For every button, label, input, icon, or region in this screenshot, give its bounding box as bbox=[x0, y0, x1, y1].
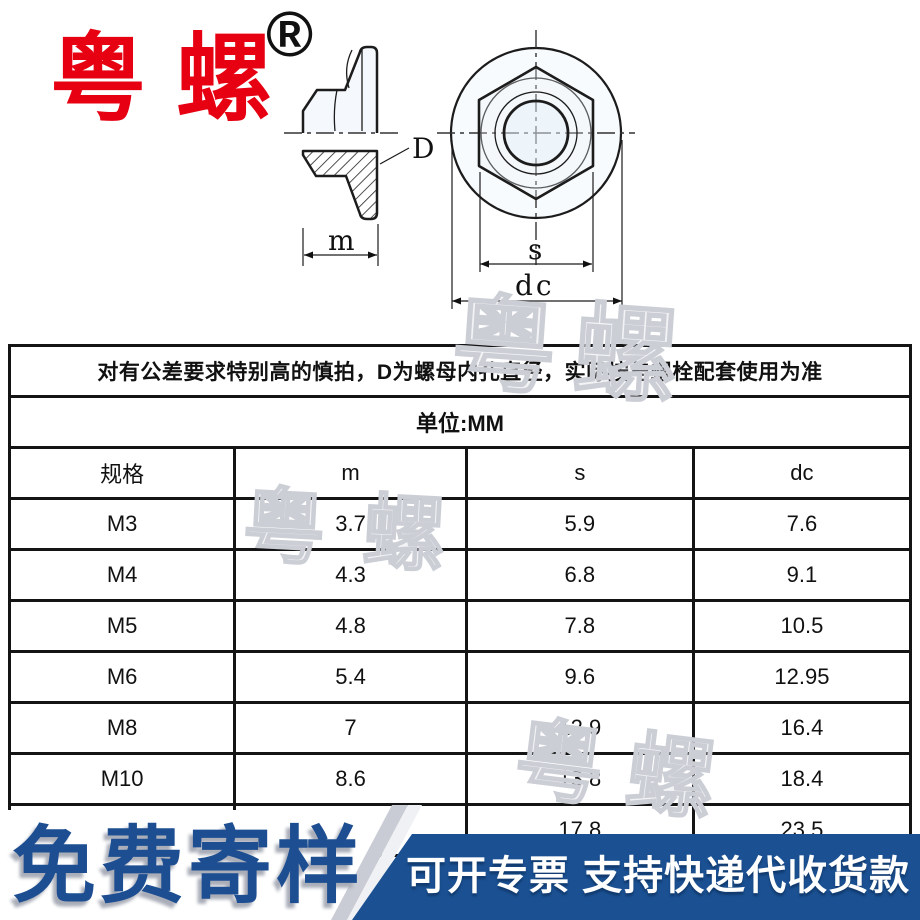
table-cell: M3 bbox=[7, 497, 237, 551]
spec-table-body: M3 3.7 5.9 7.6 M4 4.3 6.8 9.1 M5 4.8 7.8 10.5 M6 5.4 9… bbox=[7, 497, 913, 857]
table-cell: 7.6 bbox=[691, 497, 913, 551]
table-cell: 18.4 bbox=[691, 752, 913, 806]
promo-banner bbox=[0, 805, 920, 920]
table-row: M3 3.7 5.9 7.6 bbox=[7, 497, 913, 551]
dim-label-s: s bbox=[528, 233, 542, 266]
table-unit-row: 单位:MM bbox=[8, 395, 912, 449]
table-cell: 9.6 bbox=[464, 650, 695, 704]
column-header-spec: 规格 bbox=[7, 446, 237, 500]
table-note-row: 对有公差要求特别高的慎拍，D为螺母内孔直径，实际按与螺栓配套使用为准 bbox=[8, 344, 912, 398]
table-row: M8 7 12.9 16.4 bbox=[7, 701, 913, 755]
banner-blue-area bbox=[352, 834, 920, 920]
table-cell: 13.8 bbox=[464, 752, 695, 806]
banner-gray-stripe bbox=[331, 805, 408, 920]
spec-table: 对有公差要求特别高的慎拍，D为螺母内孔直径，实际按与螺栓配套使用为准 单位:MM… bbox=[7, 344, 913, 857]
side-section-view: D m bbox=[284, 45, 434, 266]
table-note: 对有公差要求特别高的慎拍，D为螺母内孔直径，实际按与螺栓配套使用为准 bbox=[8, 344, 912, 398]
column-header-m: m bbox=[233, 446, 468, 500]
table-cell: 7 bbox=[233, 701, 468, 755]
registered-trademark-icon: ® bbox=[266, 0, 314, 70]
free-sample-text: 免费寄样 bbox=[12, 819, 365, 913]
column-header-dc: dc bbox=[691, 446, 913, 500]
table-cell: M8 bbox=[7, 701, 237, 755]
table-cell: 10.5 bbox=[691, 599, 913, 653]
table-cell: 4.8 bbox=[233, 599, 468, 653]
table-cell: 7.8 bbox=[464, 599, 695, 653]
promo-text: 可开专票 支持快递代收货款 bbox=[406, 854, 911, 898]
table-cell: 9.1 bbox=[691, 548, 913, 602]
table-row: M4 4.3 6.8 9.1 bbox=[7, 548, 913, 602]
banner-white-stripe bbox=[347, 805, 422, 920]
brand-logo: 粤螺 bbox=[50, 26, 302, 133]
table-cell: M5 bbox=[7, 599, 237, 653]
table-unit: 单位:MM bbox=[8, 395, 912, 449]
table-cell: 5.9 bbox=[464, 497, 695, 551]
table-cell: 6.8 bbox=[464, 548, 695, 602]
table-cell: 8.6 bbox=[233, 752, 468, 806]
table-cell: M10 bbox=[7, 752, 237, 806]
table-cell: M6 bbox=[7, 650, 237, 704]
dim-label-m: m bbox=[328, 224, 355, 257]
table-row: M5 4.8 7.8 10.5 bbox=[7, 599, 913, 653]
dim-label-dc: dc bbox=[515, 269, 555, 302]
dim-label-D: D bbox=[412, 132, 434, 165]
top-view: s dc bbox=[437, 30, 635, 309]
table-cell: 12.9 bbox=[464, 701, 695, 755]
table-cell: 12.95 bbox=[691, 650, 913, 704]
table-header-row: 规格 m s dc bbox=[7, 446, 913, 500]
table-cell: 16.4 bbox=[691, 701, 913, 755]
table-cell: 3.7 bbox=[233, 497, 468, 551]
column-header-s: s bbox=[464, 446, 695, 500]
banner-white-area bbox=[0, 810, 398, 920]
table-row: M10 8.6 13.8 18.4 bbox=[7, 752, 913, 806]
table-cell: M4 bbox=[7, 548, 237, 602]
table-row: M6 5.4 9.6 12.95 bbox=[7, 650, 913, 704]
table-cell: 5.4 bbox=[233, 650, 468, 704]
table-cell: 4.3 bbox=[233, 548, 468, 602]
